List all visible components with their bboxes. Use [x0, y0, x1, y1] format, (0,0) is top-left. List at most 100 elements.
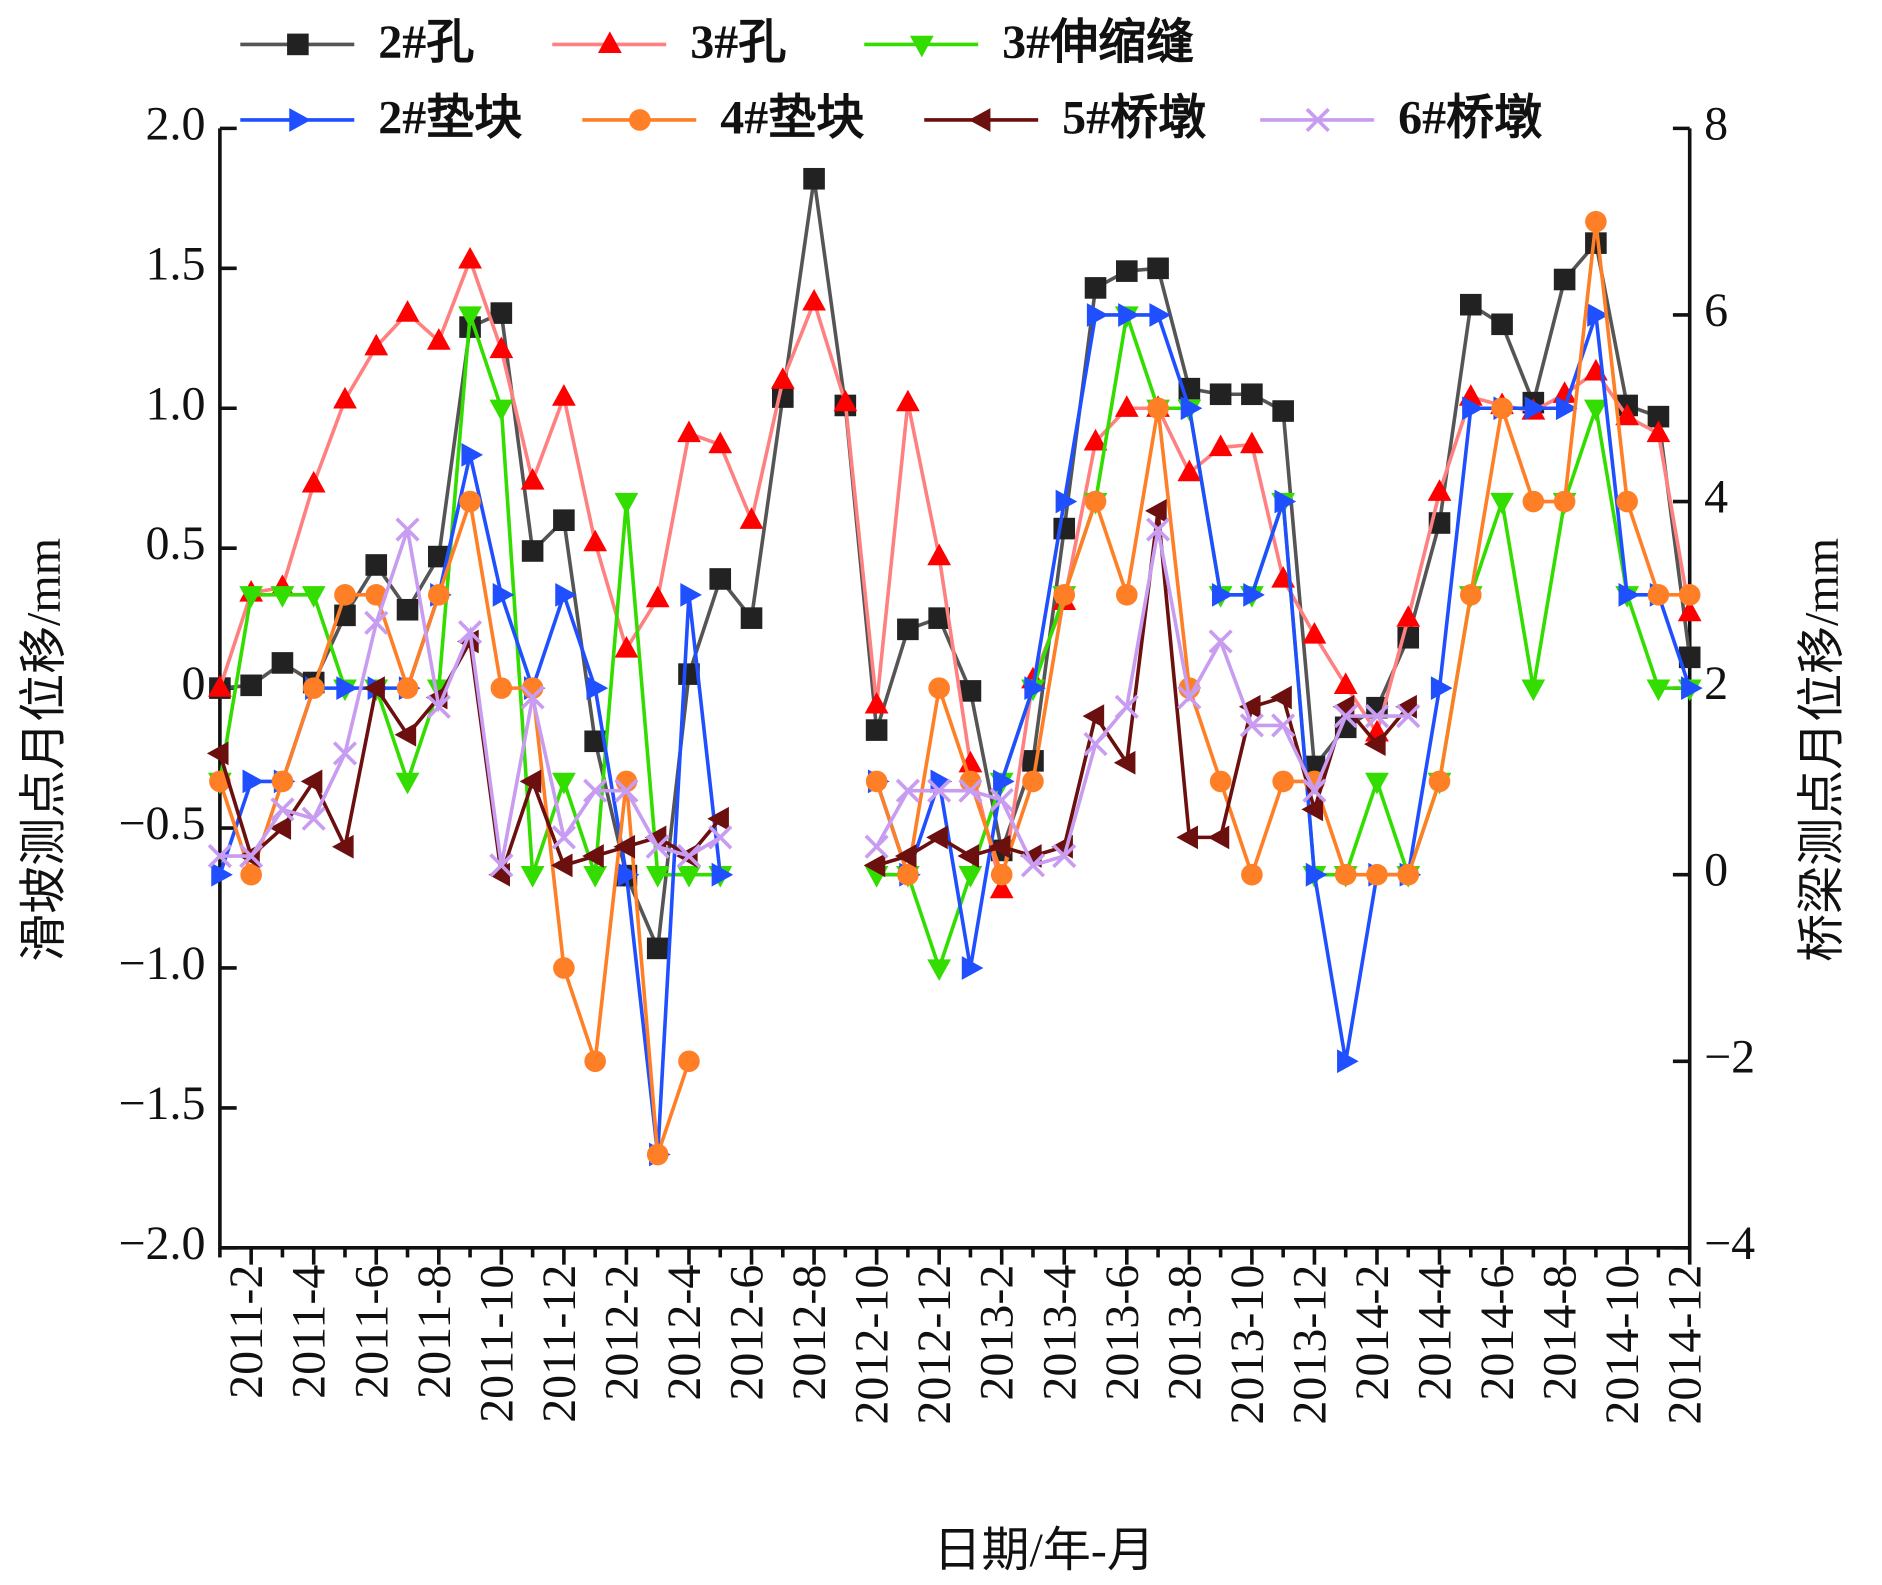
data-point: [677, 420, 701, 443]
data-point: [459, 490, 481, 513]
data-point: [711, 862, 734, 887]
data-point: [1366, 863, 1388, 886]
data-point: [1491, 397, 1513, 420]
y-tick-label: 1.0: [146, 377, 206, 430]
x-tick-label: 2012-2: [595, 1265, 648, 1401]
data-point: [1396, 605, 1421, 627]
data-point: [1053, 584, 1076, 606]
data-point: [894, 844, 917, 868]
data-point: [961, 956, 984, 980]
x-tick-label: 2012-8: [783, 1265, 836, 1401]
data-point: [1241, 383, 1263, 406]
data-point: [709, 568, 732, 590]
data-point: [1084, 277, 1107, 299]
data-point: [458, 306, 482, 328]
data-point: [396, 598, 419, 621]
data-point: [1082, 704, 1105, 728]
series-line: [219, 528, 722, 866]
y-tick-label: −2.0: [118, 1217, 205, 1270]
y2-axis-label: 桥梁测点月位移/mm: [1796, 538, 1849, 962]
data-point: [583, 866, 608, 888]
data-point: [332, 741, 358, 766]
y-axis-label: 滑坡测点月位移/mm: [17, 538, 70, 962]
data-point: [582, 844, 604, 868]
data-point: [270, 586, 295, 608]
data-point: [1552, 381, 1577, 403]
legend-label: 3#孔: [690, 16, 786, 69]
data-point: [897, 618, 919, 641]
y-tick-label: 0: [181, 657, 205, 710]
data-point: [271, 652, 294, 674]
data-point: [928, 677, 950, 699]
data-point: [207, 843, 232, 869]
data-point: [614, 778, 639, 803]
data-point: [1334, 863, 1357, 886]
series-line: [876, 510, 1410, 868]
series-line: [218, 314, 721, 877]
data-point: [396, 677, 419, 699]
data-point: [520, 866, 545, 888]
data-point: [364, 610, 389, 635]
data-point: [301, 806, 326, 831]
data-point: [896, 389, 920, 412]
data-point: [519, 769, 542, 794]
data-point: [1553, 268, 1576, 291]
data-point: [1147, 397, 1169, 420]
data-point: [1430, 676, 1453, 700]
data-point: [1020, 853, 1046, 878]
data-point: [1209, 383, 1232, 406]
data-point: [645, 866, 670, 888]
data-point: [993, 769, 1015, 794]
x-tick-label: 2014-6: [1471, 1265, 1524, 1401]
data-point: [334, 584, 356, 606]
data-point: [1271, 713, 1296, 738]
data-point: [677, 866, 701, 888]
legend-label: 5#桥墩: [1062, 91, 1206, 144]
data-point: [1052, 843, 1077, 869]
y-tick-label: 2.0: [146, 97, 206, 150]
data-point: [1022, 770, 1044, 793]
data-point: [242, 769, 265, 794]
data-point: [395, 772, 420, 795]
data-point: [1646, 679, 1671, 702]
data-point: [1490, 492, 1514, 515]
data-point: [1678, 584, 1701, 606]
data-point: [1113, 750, 1136, 775]
data-point: [208, 675, 232, 697]
data-point: [1677, 599, 1702, 622]
data-point: [1459, 293, 1482, 316]
data-point: [552, 772, 576, 795]
data-point: [490, 677, 513, 699]
data-point: [1302, 621, 1327, 644]
data-point: [300, 769, 323, 794]
data-point: [1647, 584, 1670, 606]
data-point: [739, 507, 764, 529]
x-tick-label: 2012-12: [908, 1265, 961, 1425]
y2-tick-label: −2: [1704, 1030, 1755, 1083]
x-axis-label: 日期/年-月: [934, 1524, 1155, 1577]
data-point: [802, 288, 826, 311]
x-tick-label: 2011-2: [220, 1265, 273, 1399]
x-tick-label: 2011-6: [345, 1265, 398, 1399]
data-point: [239, 843, 264, 869]
data-point: [770, 367, 795, 389]
y2-tick-label: 2: [1704, 657, 1728, 710]
x-tick-label: 2011-12: [533, 1265, 586, 1423]
data-point: [584, 730, 606, 753]
data-point: [1615, 403, 1640, 426]
data-point: [332, 834, 354, 859]
data-point: [1239, 713, 1264, 738]
data-point: [1115, 584, 1138, 606]
data-point: [1176, 825, 1198, 850]
x-tick-label: 2014-8: [1534, 1265, 1587, 1401]
data-point: [395, 517, 420, 542]
data-point: [492, 582, 515, 607]
data-point: [1114, 694, 1139, 719]
data-point: [989, 876, 1014, 899]
data-point: [1207, 825, 1230, 850]
data-point: [646, 1143, 669, 1166]
data-point: [336, 676, 358, 700]
data-point: [240, 674, 262, 697]
x-tick-label: 2014-10: [1596, 1265, 1649, 1425]
x-tick-label: 2012-10: [846, 1265, 899, 1425]
